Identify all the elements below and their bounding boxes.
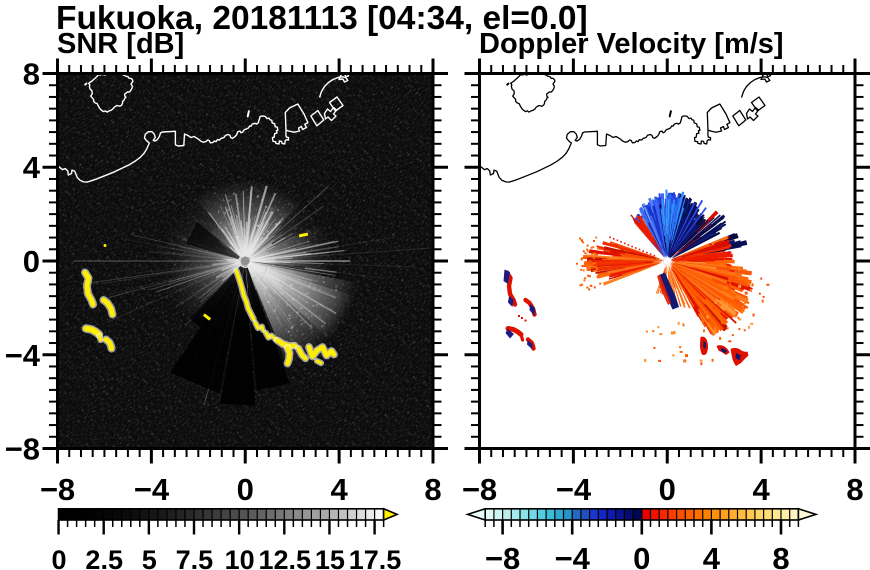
svg-text:4: 4 bbox=[23, 150, 41, 185]
svg-text:SNR [dB]: SNR [dB] bbox=[57, 28, 184, 60]
svg-text:−4: −4 bbox=[5, 338, 41, 373]
svg-text:8: 8 bbox=[772, 541, 789, 570]
svg-text:17.5: 17.5 bbox=[349, 545, 402, 570]
svg-text:12.5: 12.5 bbox=[259, 545, 312, 570]
svg-text:8: 8 bbox=[23, 57, 40, 92]
svg-text:Doppler Velocity [m/s]: Doppler Velocity [m/s] bbox=[479, 28, 784, 60]
svg-text:7.5: 7.5 bbox=[176, 545, 214, 570]
svg-text:Fukuoka, 20181113 [04:34, el=0: Fukuoka, 20181113 [04:34, el=0.0] bbox=[56, 0, 588, 37]
svg-text:4: 4 bbox=[703, 541, 721, 570]
svg-text:4: 4 bbox=[752, 472, 770, 507]
svg-text:10: 10 bbox=[225, 545, 255, 570]
svg-text:−4: −4 bbox=[134, 472, 170, 507]
svg-text:8: 8 bbox=[846, 472, 863, 507]
svg-text:0: 0 bbox=[659, 472, 676, 507]
svg-text:8: 8 bbox=[424, 472, 441, 507]
svg-text:0: 0 bbox=[633, 541, 650, 570]
svg-text:−8: −8 bbox=[462, 472, 497, 507]
svg-text:−8: −8 bbox=[485, 541, 520, 570]
svg-text:−8: −8 bbox=[40, 472, 75, 507]
svg-text:2.5: 2.5 bbox=[85, 545, 123, 570]
svg-text:5: 5 bbox=[142, 545, 157, 570]
svg-text:−8: −8 bbox=[5, 432, 40, 467]
svg-text:0: 0 bbox=[23, 244, 40, 279]
svg-text:0: 0 bbox=[237, 472, 254, 507]
svg-text:0: 0 bbox=[51, 545, 66, 570]
svg-text:−4: −4 bbox=[555, 541, 591, 570]
svg-text:4: 4 bbox=[330, 472, 348, 507]
svg-text:15: 15 bbox=[315, 545, 345, 570]
svg-text:−4: −4 bbox=[556, 472, 592, 507]
